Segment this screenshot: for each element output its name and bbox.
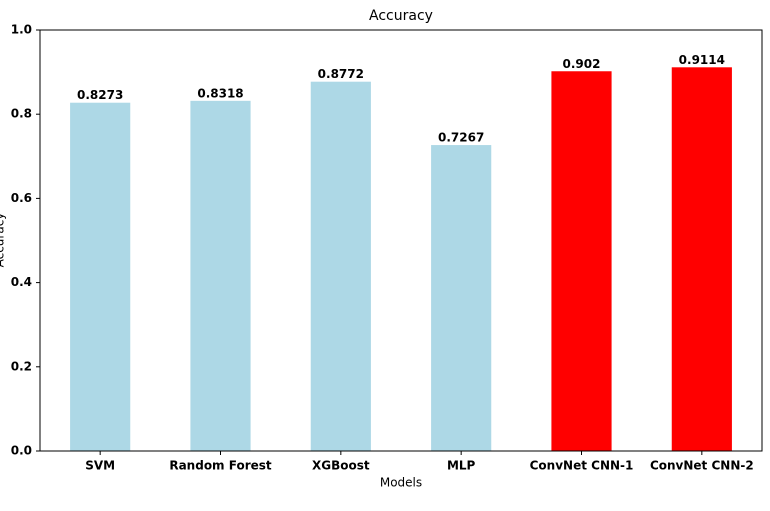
value-label: 0.8273: [77, 88, 123, 102]
bar: [70, 102, 131, 452]
x-tick-label: ConvNet CNN-1: [530, 459, 634, 473]
bar: [551, 71, 612, 452]
value-label: 0.7267: [438, 131, 484, 145]
y-tick-label: 0.8: [11, 107, 32, 121]
x-tick-label: Random Forest: [169, 459, 272, 473]
x-tick-label: XGBoost: [312, 459, 370, 473]
bar: [190, 100, 251, 452]
bar: [671, 67, 732, 451]
x-tick-label: ConvNet CNN-2: [650, 459, 754, 473]
value-label: 0.8318: [197, 86, 243, 100]
bar: [310, 81, 371, 452]
y-tick-label: 0.6: [11, 191, 32, 205]
y-tick-label: 0.2: [11, 359, 32, 373]
value-label: 0.9114: [679, 53, 725, 67]
y-axis-label: Accuracy: [0, 213, 7, 268]
value-label: 0.8772: [318, 67, 364, 81]
plot-frame: [39, 29, 763, 452]
bar: [431, 145, 492, 451]
y-tick-label: 1.0: [11, 23, 32, 37]
x-tick-label: MLP: [447, 459, 476, 473]
chart-title: Accuracy: [369, 8, 433, 24]
x-tick-label: SVM: [85, 459, 115, 473]
y-tick-label: 0.4: [11, 275, 32, 289]
value-label: 0.902: [563, 57, 601, 71]
x-axis-label: Models: [380, 476, 422, 490]
y-tick-label: 0.0: [11, 444, 32, 458]
